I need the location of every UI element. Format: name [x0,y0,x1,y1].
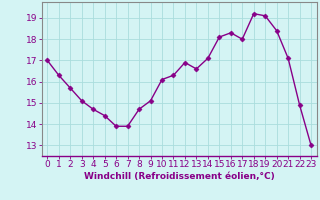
X-axis label: Windchill (Refroidissement éolien,°C): Windchill (Refroidissement éolien,°C) [84,172,275,181]
